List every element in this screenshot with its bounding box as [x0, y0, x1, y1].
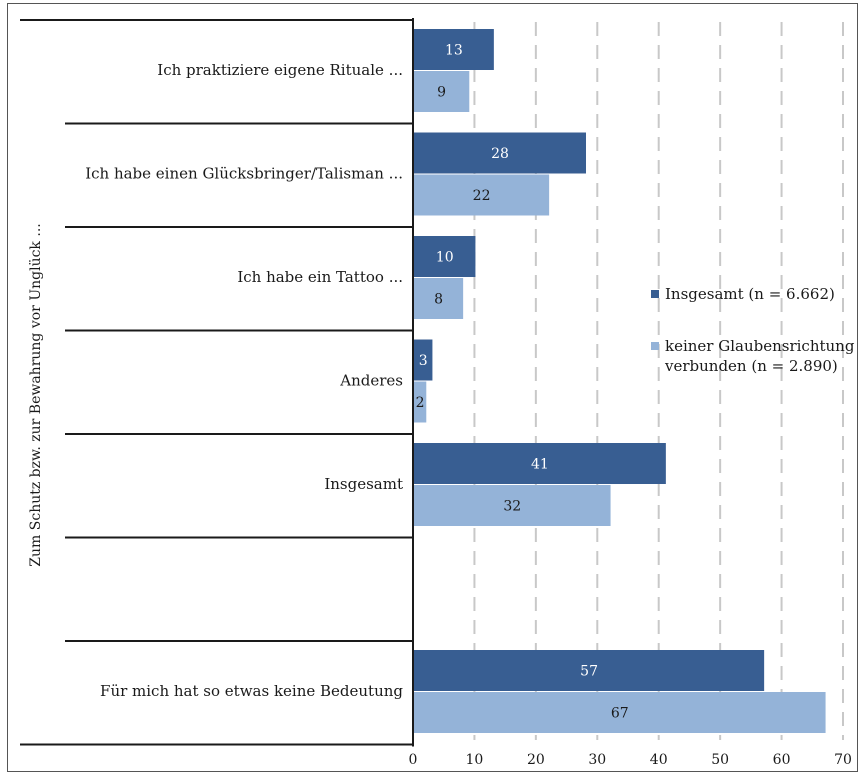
legend-swatch	[651, 342, 659, 350]
x-tick-label: 0	[409, 752, 418, 768]
bar	[414, 381, 427, 423]
bar-value-label: 9	[437, 85, 446, 101]
x-tick-label: 20	[527, 752, 545, 768]
x-tick-label: 50	[711, 752, 729, 768]
bar	[414, 174, 550, 216]
bar	[414, 485, 611, 526]
legend-label: verbunden (n = 2.890)	[664, 357, 838, 375]
group-axis-label: Zum Schutz bzw. zur Bewahrung vor Unglüc…	[28, 223, 44, 566]
x-tick-label: 10	[466, 752, 484, 768]
bar	[414, 692, 826, 733]
category-label: Ich praktiziere eigene Rituale ...	[157, 61, 403, 79]
x-tick-label: 60	[773, 752, 791, 768]
x-tick-label: 30	[588, 752, 606, 768]
category-label: Ich habe einen Glücksbringer/Talisman ..…	[85, 165, 403, 183]
category-label: Ich habe ein Tattoo ...	[237, 268, 403, 286]
x-tick-label: 70	[834, 752, 852, 768]
legend-swatch	[651, 290, 659, 298]
category-label: Für mich hat so etwas keine Bedeutung	[100, 682, 403, 700]
bar	[414, 339, 433, 381]
chart-frame	[7, 3, 858, 772]
category-label: Insgesamt	[324, 475, 403, 493]
x-tick-label: 40	[650, 752, 668, 768]
legend-label: keiner Glaubensrichtung	[665, 337, 855, 355]
bar-value-label: 57	[580, 664, 598, 680]
bar-value-label: 28	[491, 146, 509, 162]
bar-value-label: 8	[434, 292, 443, 308]
legend-label: Insgesamt (n = 6.662)	[665, 285, 835, 303]
category-label: Anderes	[339, 372, 403, 390]
bar-value-label: 3	[419, 353, 428, 369]
bar	[414, 29, 494, 70]
bar	[414, 132, 586, 174]
bar-value-label: 67	[611, 706, 629, 722]
bar	[414, 278, 464, 319]
bar-value-label: 2	[416, 395, 425, 411]
bar-value-label: 32	[503, 499, 521, 515]
bar	[414, 71, 470, 112]
bar-value-label: 22	[473, 188, 491, 204]
bar	[414, 236, 476, 277]
bar-value-label: 10	[436, 250, 454, 266]
bar	[414, 650, 765, 691]
bar-value-label: 41	[531, 457, 549, 473]
bar-value-label: 13	[445, 43, 463, 59]
bar	[414, 443, 666, 484]
